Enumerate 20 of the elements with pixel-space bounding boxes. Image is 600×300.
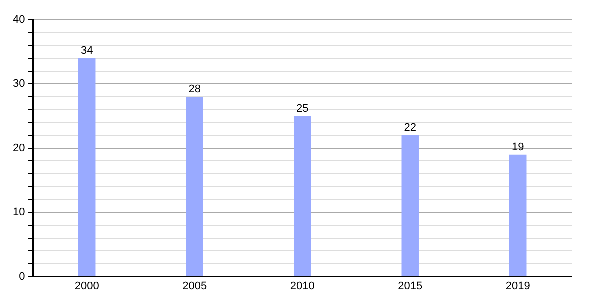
data-label: 25	[296, 102, 309, 115]
x-tick-label: 2019	[506, 280, 530, 292]
bar	[510, 154, 527, 276]
x-tick-label: 2000	[74, 280, 100, 292]
x-tick-label: 2015	[398, 280, 423, 292]
bar	[186, 97, 204, 276]
y-tick-label: 10	[12, 206, 26, 219]
y-tick-label: 40	[12, 14, 26, 26]
bar	[294, 116, 312, 276]
bar	[402, 136, 419, 276]
x-tick-label: 2005	[182, 280, 208, 292]
y-tick-label: 0	[19, 270, 26, 283]
x-tick-label: 2010	[290, 280, 315, 292]
data-label: 22	[404, 122, 416, 134]
y-tick-label: 30	[12, 78, 26, 90]
y-tick-label: 20	[12, 142, 26, 154]
data-label: 28	[188, 84, 201, 96]
bar	[78, 58, 96, 276]
data-label: 19	[512, 141, 524, 154]
data-label: 34	[80, 45, 94, 58]
